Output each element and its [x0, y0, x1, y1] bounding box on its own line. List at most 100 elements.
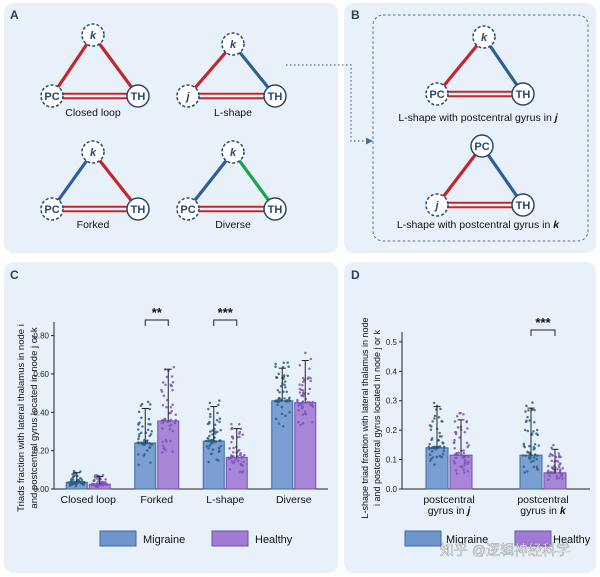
triad-forked-node-right: TH: [126, 197, 150, 221]
chartC-xlabel-3-0: Diverse: [276, 494, 312, 506]
svg-text:k: k: [90, 147, 97, 159]
chartC-points-healthy-1: [160, 365, 178, 454]
chartD-ytick-label-0: 0.0: [386, 485, 398, 494]
triad-closed-loop-edge-bottom: [52, 92, 138, 100]
triad-l-shape-node-right: TH: [263, 84, 287, 108]
triad-forked-edge-left: [50, 151, 95, 210]
chart-c-ylabel-line2: and postcentral gyrus located in node j …: [29, 327, 40, 508]
svg-text:PC: PC: [44, 204, 59, 216]
svg-text:TH: TH: [131, 204, 146, 216]
chartC-bar-healthy-3: [294, 402, 317, 490]
chartD-xlabel-1-1: gyrus in k: [520, 505, 567, 517]
caption-closed-loop: Closed loop: [65, 107, 121, 119]
chartC-ytick-label-3: 0.60: [33, 370, 49, 379]
legend-d-healthy-swatch: [514, 530, 552, 547]
chartC-ytick-label-0: 0.00: [33, 485, 49, 494]
legend-d-healthy-label: Healthy: [553, 534, 591, 546]
chartD-xlabel-0-0: postcentral: [423, 494, 474, 506]
triad-closed-loop-node-top: k: [81, 23, 105, 47]
triad-diverse-node-top: k: [221, 140, 245, 164]
triad-l-shape-node-top: k: [221, 32, 245, 56]
panel-d: [344, 262, 596, 573]
chartD-ytick-label-4: 0.4: [386, 367, 398, 376]
legend-c-healthy-label: Healthy: [255, 534, 293, 546]
chartC-points-migraine-2: [204, 399, 222, 464]
triad-forked-node-left: PC: [40, 197, 64, 221]
chartD-sig-label-0: ***: [535, 315, 551, 330]
chartD-ytick-label-1: 0.1: [386, 456, 398, 465]
triad-diagrams: k PC TH k j TH k PC TH k PC TH k PC TH PC j TH: [40, 23, 535, 221]
svg-text:PC: PC: [474, 141, 489, 153]
triad-l-shape-edge-bottom: [188, 92, 275, 100]
triad-forked-edge-right: [91, 151, 140, 210]
svg-text:PC: PC: [44, 91, 59, 103]
chartC-xlabel-1-0: Forked: [140, 494, 173, 506]
caption-diverse: Diverse: [215, 219, 251, 231]
caption-l-shape-k: L-shape with postcentral gyrus in k: [397, 219, 560, 231]
chartD-ytick-label-3: 0.3: [386, 397, 398, 406]
triad-closed-loop-node-left: PC: [40, 84, 64, 108]
triad-l-shape-edge-left: [186, 42, 235, 98]
svg-text:k: k: [481, 32, 488, 44]
svg-text:j: j: [184, 91, 190, 103]
triad-diverse-node-left: PC: [176, 197, 200, 221]
triad-b-k-edge-right: [480, 145, 525, 206]
chart-d-ylabel-line2: i and postcentral gyrus located in node …: [372, 329, 382, 506]
triad-closed-loop-edge-left: [50, 34, 95, 97]
chartC-ytick-label-1: 0.20: [33, 447, 49, 456]
legend-c-migraine-label: Migraine: [143, 534, 185, 546]
panel-a-label: A: [10, 8, 19, 22]
svg-text:k: k: [230, 147, 237, 159]
chartC-ytick-label-2: 0.40: [33, 408, 49, 417]
chartD-ytick-label-2: 0.2: [386, 426, 398, 435]
arrow-head-icon: [366, 137, 373, 145]
caption-l-shape: L-shape: [214, 107, 252, 119]
chart-c-ylabel-line1: Triads fraction with lateral thalamus in…: [16, 324, 27, 512]
chartD-ytick-label-5: 0.5: [386, 338, 398, 347]
chartD-points-healthy-0: [452, 411, 470, 475]
triad-closed-loop-edge-right: [91, 34, 140, 97]
chartC-xlabel-2-0: L-shape: [206, 494, 244, 506]
svg-text:TH: TH: [516, 200, 531, 212]
chartD-sig-bracket-0: [530, 329, 556, 336]
triad-b-j-edge-bottom: [437, 90, 523, 98]
chartC-points-healthy-3: [296, 351, 315, 427]
svg-text:PC: PC: [180, 204, 195, 216]
triad-b-k-node-top: PC: [470, 134, 494, 158]
legend-d-migraine-label: Migraine: [446, 534, 488, 546]
triad-diverse-edge-left: [186, 151, 235, 210]
legend-d-migraine-swatch: [404, 530, 442, 547]
triad-diverse-node-right: TH: [263, 197, 287, 221]
panel-b-label: B: [351, 8, 360, 22]
triad-b-k-edge-bottom: [437, 201, 523, 209]
panel-d-label: D: [351, 268, 360, 282]
triad-b-j-node-right: TH: [511, 82, 535, 106]
chartC-ytick-label-4: 0.80: [33, 332, 49, 341]
dotted-arrow-connector: [286, 64, 368, 142]
chartC-sig-label-1: ***: [218, 305, 234, 320]
chartC-points-migraine-1: [136, 400, 154, 466]
caption-forked: Forked: [77, 219, 110, 231]
triad-b-k-node-left: j: [425, 193, 449, 217]
chartD-xlabel-0-1: gyrus in j: [428, 505, 472, 517]
chartC-sig-label-0: **: [152, 305, 163, 320]
svg-text:k: k: [90, 30, 97, 42]
svg-text:TH: TH: [131, 91, 146, 103]
chartC-bar-migraine-2: [202, 440, 225, 490]
triad-l-shape-node-left: j: [176, 84, 200, 108]
triad-diverse-edge-right: [231, 151, 277, 210]
chartC-points-migraine-0: [67, 469, 86, 488]
chartC-bar-healthy-1: [157, 420, 180, 490]
triad-b-j-node-left: PC: [425, 82, 449, 106]
chartC-xlabel-0-0: Closed loop: [61, 494, 117, 506]
triad-b-k-edge-left: [435, 145, 484, 206]
caption-l-shape-j: L-shape with postcentral gyrus in j: [398, 112, 558, 124]
svg-text:TH: TH: [516, 89, 531, 101]
chartD-bar-migraine-1: [519, 454, 543, 490]
chartC-sig-bracket-0: [144, 319, 169, 326]
triad-forked-edge-bottom: [52, 205, 138, 213]
panel-b: [344, 3, 596, 253]
svg-text:j: j: [433, 200, 439, 212]
svg-text:k: k: [230, 39, 237, 51]
